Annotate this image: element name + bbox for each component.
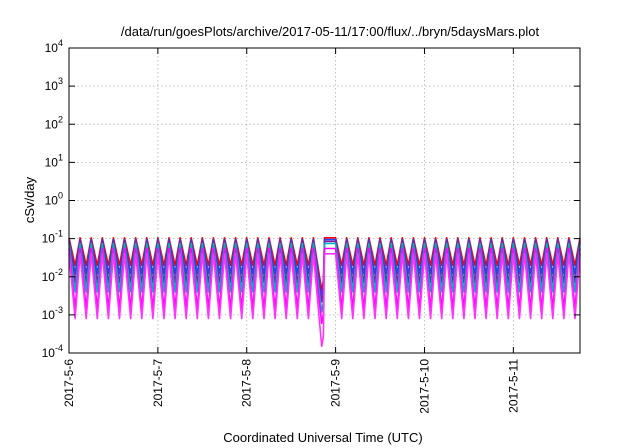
y-tick-label: 103 xyxy=(45,76,63,93)
x-tick-label: 2017-5-9 xyxy=(329,359,343,407)
x-tick-label: 2017-5-11 xyxy=(506,359,520,413)
y-axis-label: cSv/day xyxy=(22,176,37,223)
y-tick-label: 102 xyxy=(45,114,63,131)
y-tick-label: 100 xyxy=(45,191,63,208)
x-tick-label: 2017-5-8 xyxy=(240,359,254,407)
chart-title: /data/run/goesPlots/archive/2017-05-11/1… xyxy=(121,24,540,39)
x-axis-label: Coordinated Universal Time (UTC) xyxy=(223,430,422,445)
y-tick-label: 104 xyxy=(45,38,63,55)
series-line-6 xyxy=(68,253,581,348)
y-tick-label: 10-2 xyxy=(42,267,63,284)
y-tick-label: 10-3 xyxy=(42,305,63,322)
x-tick-label: 2017-5-7 xyxy=(151,359,165,407)
x-tick-label: 2017-5-10 xyxy=(417,359,431,414)
x-tick-label: 2017-5-6 xyxy=(62,359,76,407)
y-tick-label: 101 xyxy=(45,152,63,169)
tick-layer: 10-4 10-3 10-2 10-1 100 101 102 103 104 2017-5-6 2… xyxy=(42,38,580,414)
y-tick-label: 10-4 xyxy=(42,343,63,360)
y-tick-label: 10-1 xyxy=(42,229,63,246)
series-layer xyxy=(68,237,581,348)
